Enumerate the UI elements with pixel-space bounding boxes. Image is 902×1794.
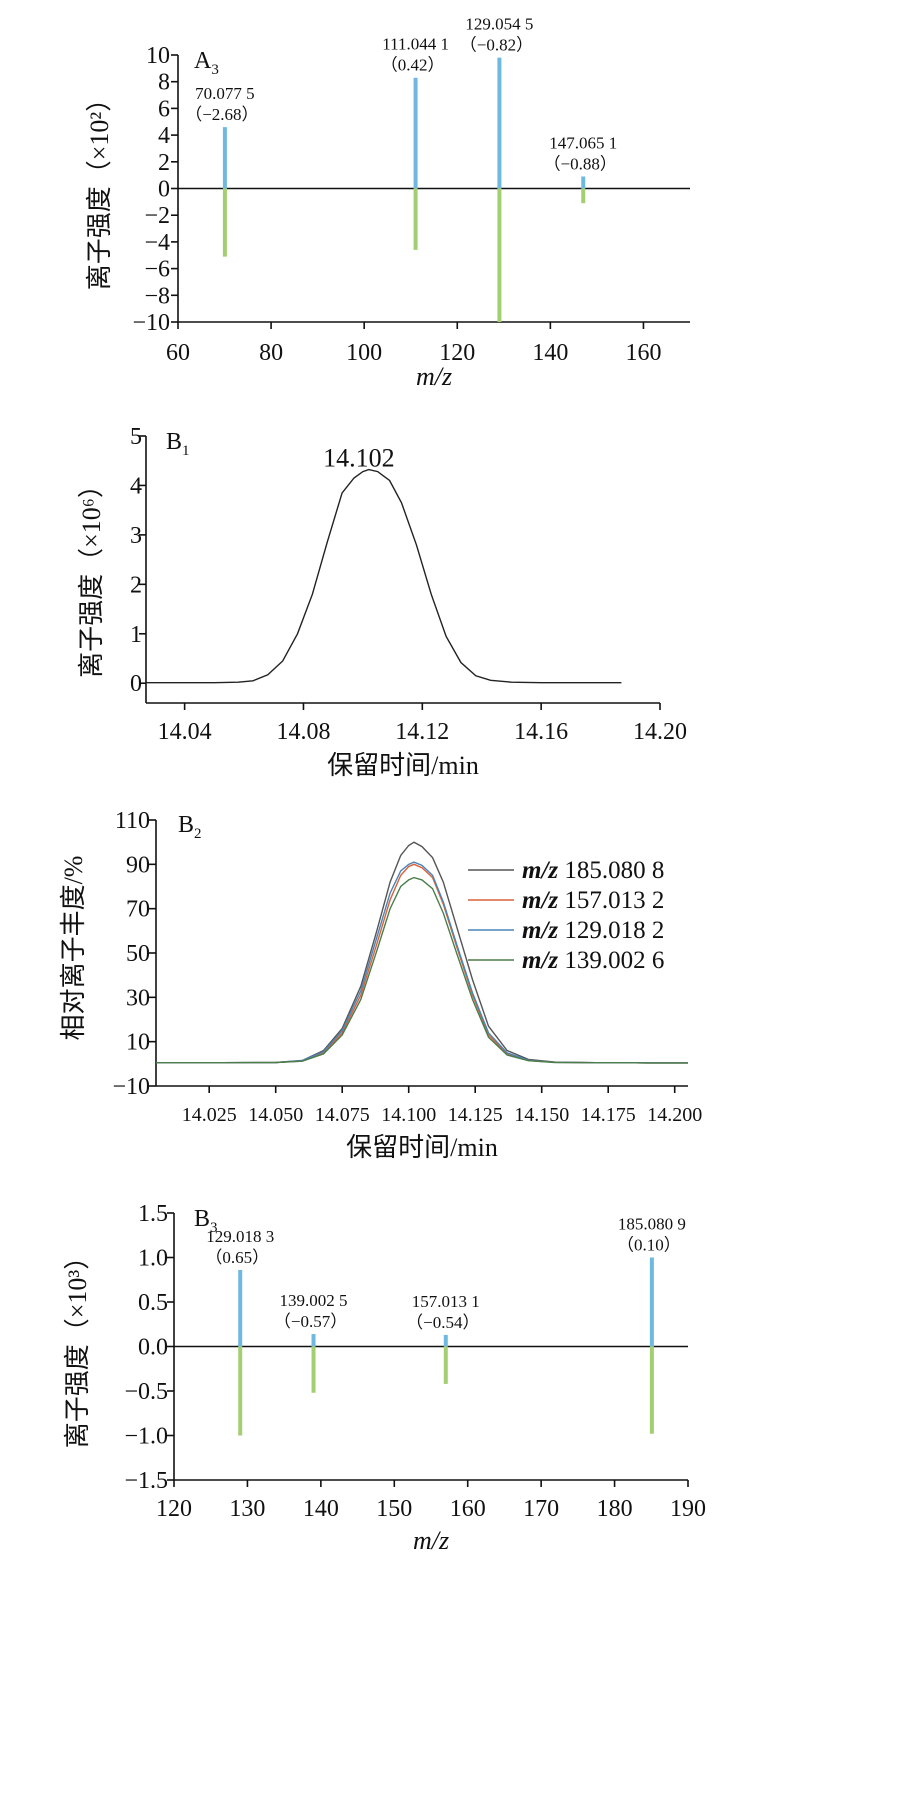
x-tick-label: 150 [376, 1496, 412, 1522]
y-tick-label: 0.0 [138, 1335, 168, 1361]
peak-ppm-label: （−0.88） [544, 154, 617, 173]
panel-label: A3 [194, 48, 219, 78]
peak-ppm-label: （0.10） [617, 1236, 681, 1255]
x-tick-label: 160 [450, 1496, 486, 1522]
peak-mz-label: 111.044 1 [382, 35, 449, 54]
y-axis-label: 离子强度（×10²） [85, 86, 114, 290]
x-tick-label: 120 [439, 340, 475, 366]
x-tick-label: 160 [625, 340, 661, 366]
peak-mz-label: 147.065 1 [549, 133, 617, 152]
peak-mz-label: 70.077 5 [195, 84, 255, 103]
panel-label: B2 [178, 812, 202, 842]
y-tick-label: 10 [146, 43, 170, 69]
y-axis-label: 相对离子丰度/% [59, 856, 88, 1041]
panel-label: B1 [166, 429, 190, 459]
legend-label: m/z 139.002 6 [522, 947, 664, 974]
legend-label: m/z 129.018 2 [522, 917, 664, 944]
peak-mz-label: 129.054 5 [465, 15, 533, 34]
legend-label: m/z 185.080 8 [522, 857, 664, 884]
peak-label: 14.102 [323, 443, 395, 472]
x-tick-label: 14.100 [381, 1104, 436, 1126]
y-tick-label: 2 [158, 150, 170, 176]
peak-mz-label: 139.002 5 [280, 1291, 348, 1310]
x-tick-label: 14.075 [315, 1104, 370, 1126]
y-tick-label: −1.0 [124, 1424, 168, 1450]
peak-ppm-label: （−2.68） [185, 105, 258, 124]
x-tick-label: 14.04 [158, 719, 212, 745]
peak-ppm-label: （−0.54） [406, 1313, 479, 1332]
y-tick-label: −4 [144, 230, 170, 256]
series-line [156, 876, 688, 1064]
x-tick-label: 80 [259, 340, 283, 366]
y-tick-label: 90 [126, 852, 150, 878]
peak-ppm-label: （−0.57） [274, 1312, 347, 1331]
y-tick-label: 5 [130, 424, 142, 450]
x-tick-label: 190 [670, 1496, 706, 1522]
x-tick-label: 14.200 [647, 1104, 702, 1126]
peak-mz-label: 129.018 3 [206, 1227, 274, 1246]
y-tick-label: 4 [158, 123, 170, 149]
x-tick-label: 14.125 [448, 1104, 503, 1126]
x-tick-label: 170 [523, 1496, 559, 1522]
y-tick-label: 110 [115, 808, 150, 834]
peak-ppm-label: （0.42） [381, 56, 445, 75]
x-tick-label: 60 [166, 340, 190, 366]
y-tick-label: 70 [126, 897, 150, 923]
x-tick-label: 14.175 [581, 1104, 636, 1126]
y-tick-label: 3 [130, 523, 142, 549]
peak-mz-label: 157.013 1 [412, 1292, 480, 1311]
x-axis-label: m/z [416, 362, 452, 391]
y-tick-label: −0.5 [124, 1379, 168, 1405]
peak-mz-label: 185.080 9 [618, 1215, 686, 1234]
x-tick-label: 100 [346, 340, 382, 366]
panel-label: B3 [194, 1206, 218, 1236]
y-tick-label: 2 [130, 572, 142, 598]
chart-B3: −1.5 −1.0 −0.5 0.0 0.5 1.0 1.5 120 130 140 150 160 1… [63, 1201, 706, 1555]
x-tick-label: 14.050 [248, 1104, 303, 1126]
y-tick-label: 0 [158, 177, 170, 203]
series-line [146, 468, 622, 684]
peak-ppm-label: （0.65） [205, 1248, 269, 1267]
peak-ppm-label: （−0.82） [460, 36, 533, 55]
y-tick-label: 0.5 [138, 1290, 168, 1316]
x-axis-label: 保留时间/min [346, 1133, 498, 1162]
y-tick-label: 30 [126, 985, 150, 1011]
y-tick-label: 8 [158, 70, 170, 96]
x-axis-label: m/z [413, 1526, 449, 1555]
y-tick-label: −10 [132, 310, 170, 336]
x-tick-label: 140 [532, 340, 568, 366]
y-tick-label: −10 [112, 1074, 150, 1100]
x-tick-label: 14.025 [182, 1104, 237, 1126]
x-tick-label: 14.16 [514, 719, 568, 745]
y-tick-label: 50 [126, 941, 150, 967]
y-tick-label: −8 [144, 283, 170, 309]
y-tick-label: 1.5 [138, 1201, 168, 1227]
y-axis-label: 离子强度（×10⁶） [77, 472, 106, 678]
x-tick-label: 14.20 [633, 719, 687, 745]
x-tick-label: 120 [156, 1496, 192, 1522]
y-tick-label: 0 [130, 671, 142, 697]
y-tick-label: −6 [144, 257, 170, 283]
y-tick-label: −2 [144, 203, 170, 229]
y-tick-label: 6 [158, 96, 170, 122]
y-tick-label: 1.0 [138, 1246, 168, 1272]
series-line [156, 841, 688, 1064]
x-tick-label: 140 [303, 1496, 339, 1522]
y-axis-label: 离子强度（×10³） [63, 1244, 92, 1448]
y-tick-label: 4 [130, 473, 142, 499]
x-tick-label: 14.12 [395, 719, 449, 745]
chart-B1: 0 1 2 3 4 5 14.04 14.08 14.12 14.16 14.20 离子强度（×10⁶… [77, 424, 687, 780]
x-tick-label: 14.150 [514, 1104, 569, 1126]
y-tick-label: −1.5 [124, 1468, 168, 1494]
y-tick-label: 1 [130, 622, 142, 648]
chart-B2: −10 10 30 50 70 90 110 14.025 14.050 14.075 14.100… [59, 808, 702, 1162]
x-axis-label: 保留时间/min [327, 751, 479, 780]
legend-label: m/z 157.013 2 [522, 887, 664, 914]
x-tick-label: 14.08 [276, 719, 330, 745]
x-tick-label: 130 [229, 1496, 265, 1522]
x-tick-label: 180 [597, 1496, 633, 1522]
y-tick-label: 10 [126, 1030, 150, 1056]
